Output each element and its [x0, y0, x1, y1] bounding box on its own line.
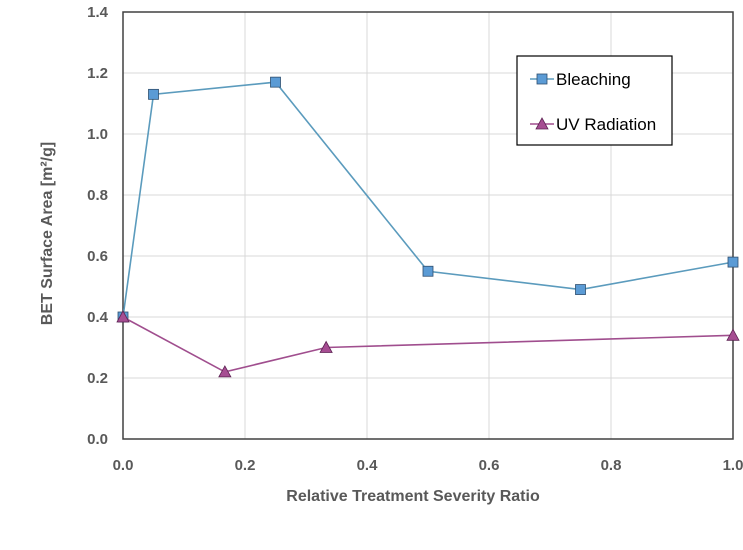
- uv-radiation-point: [726, 328, 740, 341]
- x-tick-label: 0.6: [479, 457, 500, 474]
- x-tick-label: 0.2: [235, 457, 256, 474]
- legend-box: [516, 55, 673, 146]
- y-tick-label: 1.4: [87, 4, 109, 21]
- legend: Bleaching UV Radiation: [516, 55, 673, 146]
- uv-radiation-point: [218, 365, 232, 378]
- series-group: [116, 76, 740, 378]
- bleaching-point: [148, 88, 159, 100]
- bleaching-point: [422, 265, 434, 277]
- legend-item-bleaching: Bleaching: [530, 70, 631, 89]
- y-tick-label: 0.4: [87, 309, 109, 326]
- legend-label: Bleaching: [556, 70, 631, 89]
- bleaching-line: [122, 81, 734, 318]
- legend-item-uv-radiation: UV Radiation: [530, 115, 656, 134]
- y-axis-title: BET Surface Area [m²/g]: [39, 142, 56, 325]
- legend-label: UV Radiation: [556, 115, 656, 134]
- legend-square-marker: [536, 73, 548, 85]
- y-tick-label: 1.0: [87, 126, 108, 143]
- y-tick-label: 0.6: [87, 248, 108, 265]
- y-tick-label: 1.2: [87, 65, 108, 82]
- bleaching-point: [575, 284, 586, 295]
- x-axis-title: Relative Treatment Severity Ratio: [286, 488, 540, 505]
- y-tick-label: 0.8: [87, 187, 108, 204]
- bleaching-point: [727, 256, 739, 268]
- y-tick-label: 0.2: [87, 370, 108, 387]
- x-tick-label: 0.8: [601, 457, 622, 474]
- uv-radiation-series: [116, 310, 740, 378]
- tick-labels: 0.0 0.2 0.4 0.6 0.8 1.0 1.2 1.4 0.0 0.2 0.4 0.6 0.8 1…: [87, 4, 743, 474]
- x-tick-label: 1.0: [723, 457, 743, 474]
- uv-radiation-line: [122, 316, 734, 373]
- x-tick-label: 0.4: [357, 457, 379, 474]
- uv-radiation-point: [319, 340, 333, 353]
- plot-frame: [122, 11, 734, 440]
- bleaching-point: [270, 76, 281, 88]
- uv-radiation-point: [116, 310, 130, 323]
- legend-triangle-marker: [535, 117, 549, 130]
- y-tick-label: 0.0: [87, 431, 108, 448]
- x-tick-label: 0.0: [113, 457, 134, 474]
